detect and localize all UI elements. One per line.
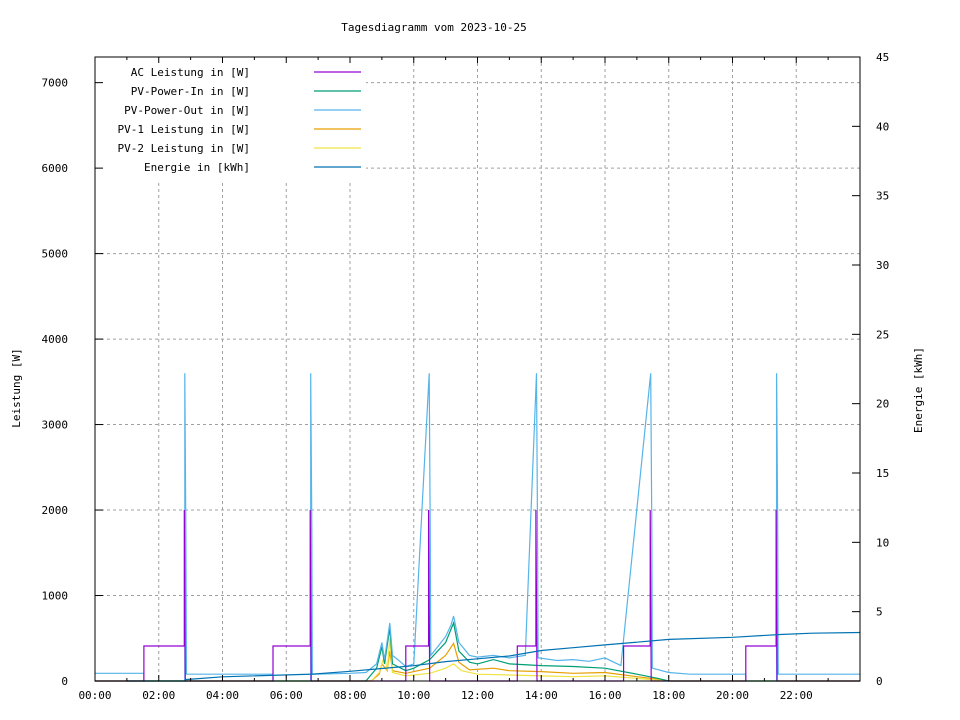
- legend-label: Energie in [kWh]: [144, 161, 250, 174]
- y-tick-label: 1000: [42, 590, 69, 603]
- series-line-energie-in-kwh: [126, 631, 861, 682]
- y2-tick-label: 45: [876, 51, 889, 64]
- y-tick-label: 3000: [42, 419, 69, 432]
- x-tick-label: 02:00: [142, 689, 175, 702]
- x-tick-label: 10:00: [397, 689, 430, 702]
- y2-tick-label: 5: [876, 606, 883, 619]
- x-tick-label: 18:00: [652, 689, 685, 702]
- x-tick-label: 04:00: [206, 689, 239, 702]
- y-tick-label: 5000: [42, 248, 69, 261]
- legend-label: PV-Power-In in [W]: [131, 85, 250, 98]
- x-tick-label: 12:00: [461, 689, 494, 702]
- legend-label: PV-Power-Out in [W]: [124, 104, 250, 117]
- y-tick-label: 4000: [42, 333, 69, 346]
- x-tick-label: 16:00: [588, 689, 621, 702]
- legend-label: AC Leistung in [W]: [131, 66, 250, 79]
- series-line-pv-power-in-in-w: [95, 620, 860, 682]
- y2-tick-label: 40: [876, 120, 889, 133]
- chart-title: Tagesdiagramm vom 2023-10-25: [341, 21, 526, 34]
- legend: AC Leistung in [W] PV-Power-In in [W] PV-P…: [96, 58, 366, 180]
- y2-tick-label: 0: [876, 675, 883, 688]
- y2-tick-label: 30: [876, 259, 889, 272]
- y-tick-label: 7000: [42, 77, 69, 90]
- y2-tick-label: 15: [876, 467, 889, 480]
- y-axis-label: Leistung [W]: [10, 348, 23, 427]
- legend-label: PV-2 Leistung in [W]: [118, 142, 250, 155]
- y2-tick-label: 10: [876, 536, 889, 549]
- legend-background: [96, 58, 366, 180]
- series-line-pv-1-leistung-in-w: [95, 641, 860, 682]
- x-tick-label: 20:00: [716, 689, 749, 702]
- axes: 00:00 02:00 04:00 06:00 08:00 10:00 12:00 14:00…: [42, 51, 890, 702]
- y-tick-label: 2000: [42, 504, 69, 517]
- legend-label: PV-1 Leistung in [W]: [118, 123, 250, 136]
- y-tick-label: 6000: [42, 162, 69, 175]
- x-tick-label: 00:00: [78, 689, 111, 702]
- y2-tick-label: 20: [876, 398, 889, 411]
- x-tick-label: 22:00: [780, 689, 813, 702]
- y2-tick-label: 35: [876, 190, 889, 203]
- y-tick-label: 0: [61, 675, 68, 688]
- x-tick-label: 06:00: [270, 689, 303, 702]
- x-tick-label: 14:00: [525, 689, 558, 702]
- y2-tick-label: 25: [876, 328, 889, 341]
- y2-axis-label: Energie [kWh]: [912, 347, 925, 433]
- x-tick-label: 08:00: [333, 689, 366, 702]
